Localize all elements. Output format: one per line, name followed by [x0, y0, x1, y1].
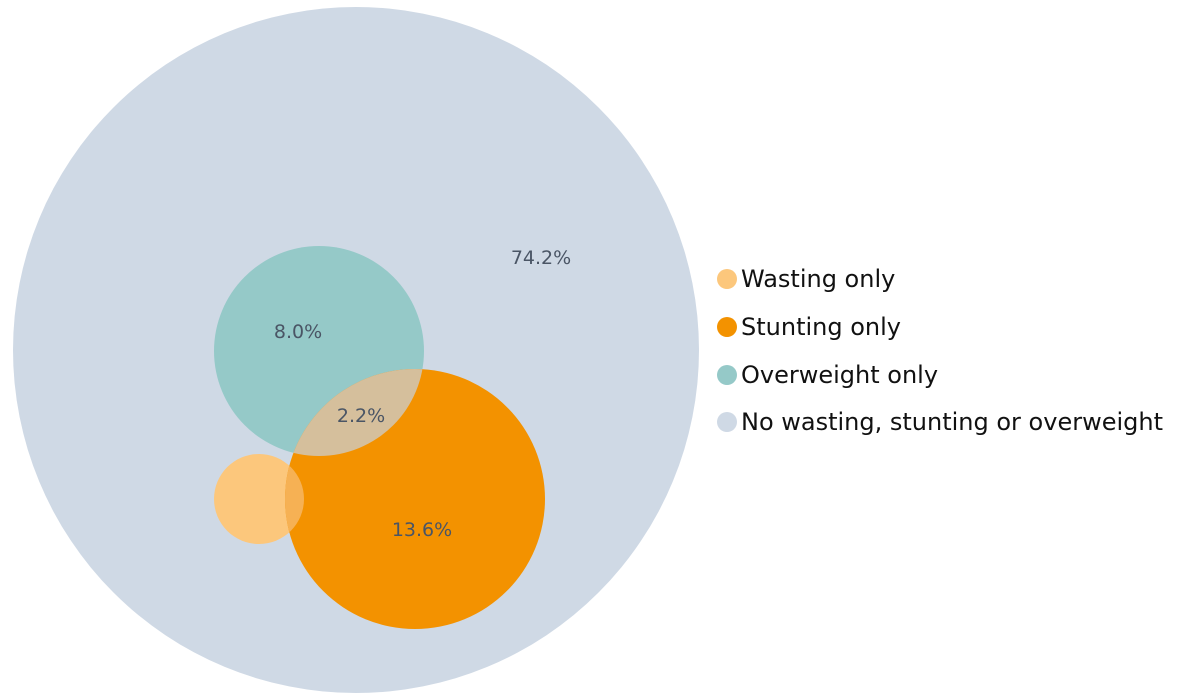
wasting-circle: [214, 454, 304, 544]
label-none: 74.2%: [511, 247, 571, 269]
legend: Wasting only Stunting only Overweight on…: [717, 265, 1163, 436]
legend-item-stunting: Stunting only: [717, 313, 901, 341]
label-overweight-stunting: 2.2%: [337, 405, 385, 427]
overweight-stunting-overlap: [285, 369, 424, 456]
legend-swatch-none: [717, 412, 737, 432]
legend-label-none: No wasting, stunting or overweight: [741, 408, 1163, 436]
legend-swatch-overweight: [717, 365, 737, 385]
legend-label-overweight: Overweight only: [741, 361, 938, 389]
legend-label-stunting: Stunting only: [741, 313, 901, 341]
legend-swatch-wasting: [717, 269, 737, 289]
legend-item-overweight: Overweight only: [717, 361, 938, 389]
legend-swatch-stunting: [717, 317, 737, 337]
legend-item-none: No wasting, stunting or overweight: [717, 408, 1163, 436]
label-stunting: 13.6%: [392, 519, 452, 541]
legend-label-wasting: Wasting only: [741, 265, 895, 293]
legend-item-wasting: Wasting only: [717, 265, 895, 293]
label-overweight: 8.0%: [274, 321, 322, 343]
